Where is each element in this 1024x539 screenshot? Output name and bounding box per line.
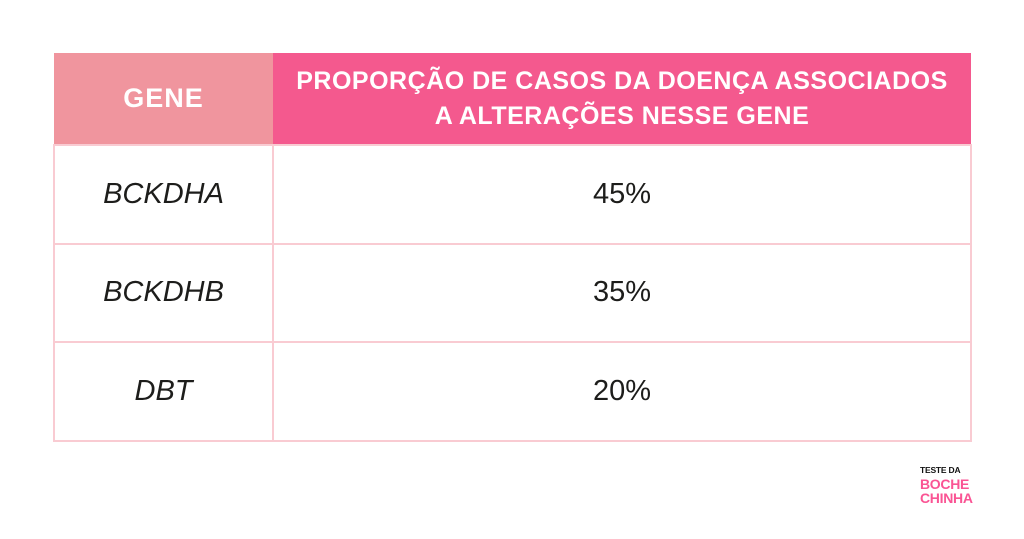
brand-logo-line1: TESTE DA: [920, 465, 961, 475]
table-row: DBT 20%: [53, 341, 972, 442]
brand-logo-line3: CHINHA: [920, 489, 973, 506]
column-header-proportion: PROPORÇÃO DE CASOS DA DOENÇA ASSOCIADOS …: [273, 53, 971, 145]
header-row: GENE PROPORÇÃO DE CASOS DA DOENÇA ASSOCI…: [54, 53, 971, 145]
gene-name-cell: BCKDHA: [53, 144, 274, 245]
gene-name-cell: BCKDHB: [53, 242, 274, 344]
gene-name-cell: DBT: [53, 341, 274, 442]
proportion-value-cell: 45%: [272, 144, 972, 245]
gene-proportion-table: GENE PROPORÇÃO DE CASOS DA DOENÇA ASSOCI…: [53, 53, 972, 442]
brand-logo-line2: BOCHE: [920, 475, 970, 492]
table-row: BCKDHA 45%: [53, 144, 972, 245]
table-row: BCKDHB 35%: [53, 242, 972, 344]
proportion-value-cell: 35%: [272, 242, 972, 344]
proportion-value-cell: 20%: [272, 341, 972, 442]
data-table: GENE PROPORÇÃO DE CASOS DA DOENÇA ASSOCI…: [53, 53, 972, 442]
brand-logo: TESTE DA BOCHE CHINHA: [920, 466, 990, 505]
column-header-gene: GENE: [54, 53, 273, 145]
